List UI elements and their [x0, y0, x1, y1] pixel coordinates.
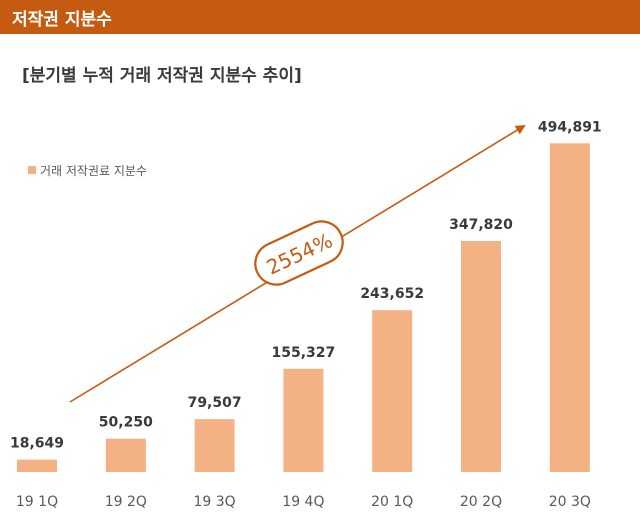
bar-19-2Q: [105, 438, 146, 472]
data-label: 347,820: [449, 217, 513, 233]
x-tick-label: 20 1Q: [371, 494, 413, 510]
legend-swatch: [28, 166, 36, 174]
header-bar: 저작권 지분수: [0, 0, 640, 34]
header-title: 저작권 지분수: [12, 10, 112, 30]
bar-19-3Q: [194, 419, 235, 472]
data-label: 243,652: [360, 286, 424, 302]
data-label: 79,507: [188, 395, 242, 411]
data-label: 18,649: [10, 436, 64, 452]
legend: 거래 저작권료 지분수: [28, 164, 147, 178]
data-label: 494,891: [538, 119, 602, 135]
x-tick-label: 20 2Q: [460, 494, 502, 510]
x-tick-label: 19 3Q: [193, 494, 235, 510]
bar-20-2Q: [461, 241, 501, 472]
bar-20-1Q: [372, 310, 413, 472]
bar-20-3Q: [549, 143, 590, 473]
growth-badge-outline: [254, 220, 344, 286]
bar-19-4Q: [283, 368, 324, 472]
legend-label: 거래 저작권료 지분수: [40, 164, 147, 178]
growth-badge: 2554%: [254, 220, 344, 286]
x-tick-label: 19 1Q: [16, 494, 58, 510]
bar-19-1Q: [17, 459, 57, 472]
x-tick-label: 19 4Q: [282, 494, 324, 510]
data-label: 50,250: [99, 415, 153, 431]
x-tick-label: 20 3Q: [549, 494, 591, 510]
data-label: 155,327: [272, 345, 336, 361]
chart-title: [분기별 누적 거래 저작권 지분수 추이]: [22, 66, 302, 86]
x-tick-label: 19 2Q: [105, 494, 147, 510]
